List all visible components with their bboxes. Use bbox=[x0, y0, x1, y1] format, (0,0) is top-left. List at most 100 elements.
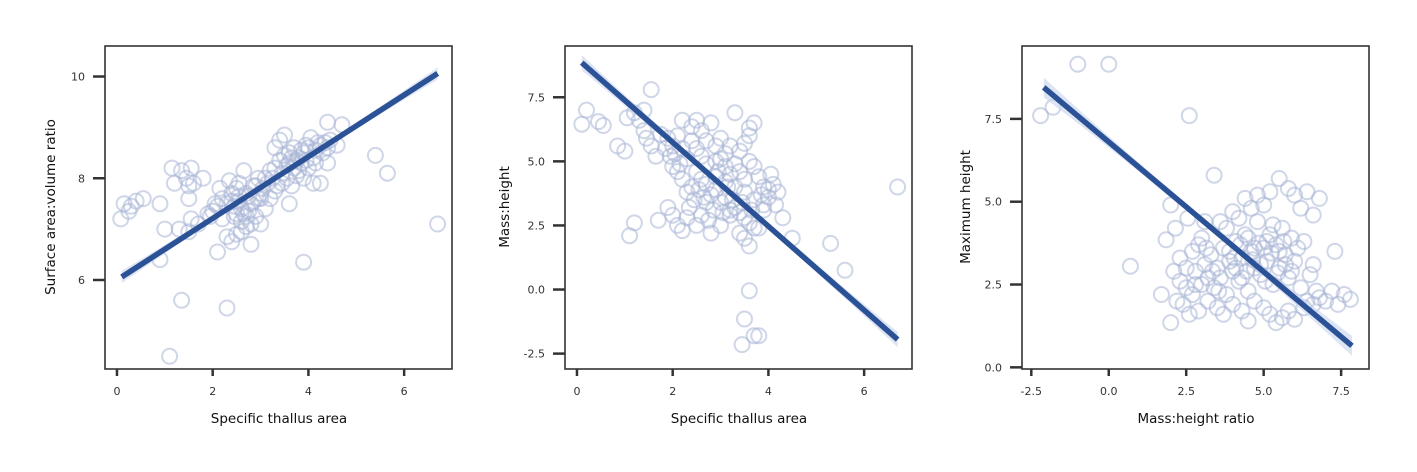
data-point bbox=[1100, 55, 1118, 73]
data-point bbox=[1180, 107, 1198, 125]
data-point bbox=[161, 347, 179, 365]
data-point bbox=[621, 227, 639, 245]
data-point bbox=[256, 200, 274, 218]
data-point bbox=[1166, 219, 1184, 237]
data-point bbox=[642, 81, 660, 99]
data-point bbox=[1196, 213, 1214, 231]
data-point bbox=[740, 152, 758, 170]
data-point bbox=[1264, 216, 1282, 234]
x-tick-label: 0.0 bbox=[1100, 385, 1118, 398]
x-tick-label: 7.5 bbox=[1332, 385, 1350, 398]
data-point bbox=[1210, 282, 1228, 300]
x-tick-label: 6 bbox=[401, 385, 408, 398]
data-point bbox=[1157, 231, 1175, 249]
data-point bbox=[280, 195, 298, 213]
data-point bbox=[702, 114, 720, 132]
data-point bbox=[211, 179, 229, 197]
x-axis-label: Specific thallus area bbox=[211, 411, 347, 427]
data-point bbox=[1187, 276, 1204, 293]
data-point bbox=[664, 158, 682, 175]
data-point bbox=[180, 190, 198, 208]
data-point bbox=[1204, 262, 1221, 280]
data-point bbox=[1193, 229, 1211, 247]
x-tick-label: 0 bbox=[573, 385, 580, 398]
data-point bbox=[1180, 305, 1198, 323]
y-tick-label: 0.0 bbox=[985, 361, 1003, 374]
data-point bbox=[1236, 189, 1254, 207]
scatter-panel-3: Mass:height ratio Maximum height -2.5 0.0… bbox=[958, 45, 1370, 427]
x-tick-label: 2 bbox=[669, 385, 676, 398]
scatter-panel-1: Specific thallus area Surface area:volum… bbox=[43, 45, 453, 427]
data-point bbox=[1205, 166, 1223, 184]
y-axis-label: Mass:height bbox=[497, 166, 513, 248]
data-point bbox=[218, 299, 236, 317]
data-point bbox=[237, 207, 255, 225]
data-point bbox=[745, 158, 763, 175]
data-point bbox=[774, 209, 792, 227]
data-point bbox=[311, 174, 329, 192]
points-group bbox=[112, 113, 447, 365]
data-point bbox=[762, 165, 780, 183]
regression-line bbox=[120, 71, 440, 280]
data-point bbox=[1298, 183, 1316, 201]
data-point bbox=[276, 126, 293, 144]
y-tick-label: 10 bbox=[71, 71, 85, 84]
data-point bbox=[209, 243, 226, 261]
data-point bbox=[669, 216, 686, 234]
y-tick-label: 7.5 bbox=[985, 113, 1003, 126]
data-point bbox=[573, 115, 591, 133]
data-point bbox=[1032, 107, 1050, 125]
data-point bbox=[743, 201, 761, 219]
data-point bbox=[700, 211, 718, 229]
x-tick-label: 4 bbox=[305, 385, 312, 398]
y-tick-label: 8 bbox=[78, 172, 85, 185]
x-tick-label: 5.0 bbox=[1255, 385, 1273, 398]
data-point bbox=[836, 261, 854, 279]
data-point bbox=[578, 101, 595, 119]
data-point bbox=[1304, 256, 1322, 274]
data-point bbox=[740, 214, 758, 232]
data-point bbox=[590, 113, 607, 131]
data-point bbox=[1326, 242, 1344, 260]
data-point bbox=[695, 188, 713, 206]
y-axis-label: Maximum height bbox=[958, 150, 974, 264]
data-point bbox=[319, 113, 337, 131]
data-point bbox=[1273, 219, 1291, 237]
data-point bbox=[659, 129, 677, 147]
data-point bbox=[304, 174, 322, 192]
data-point bbox=[750, 327, 768, 345]
data-point bbox=[230, 192, 248, 210]
plot-frame bbox=[1021, 45, 1370, 370]
data-point bbox=[716, 145, 734, 163]
data-point bbox=[252, 215, 270, 233]
data-point bbox=[223, 233, 241, 251]
data-point bbox=[429, 215, 447, 233]
y-tick-label: 7.5 bbox=[528, 91, 546, 104]
x-tick-label: 2 bbox=[209, 385, 216, 398]
data-point bbox=[671, 155, 689, 173]
data-point bbox=[731, 204, 749, 222]
data-point bbox=[740, 119, 758, 137]
data-point bbox=[745, 327, 763, 345]
data-point bbox=[1341, 290, 1359, 308]
plot-frame bbox=[104, 45, 453, 370]
data-point bbox=[271, 131, 289, 149]
regression-line bbox=[1041, 85, 1354, 348]
data-point bbox=[1162, 314, 1180, 332]
data-point bbox=[1301, 266, 1319, 284]
data-point bbox=[1197, 239, 1215, 257]
data-point bbox=[750, 168, 768, 186]
data-point bbox=[173, 291, 191, 309]
data-point bbox=[767, 196, 785, 214]
data-point bbox=[594, 117, 612, 134]
plot-frame bbox=[564, 45, 913, 370]
data-point bbox=[218, 228, 236, 246]
data-point bbox=[769, 183, 787, 201]
data-point bbox=[122, 197, 140, 215]
x-axis-label: Mass:height ratio bbox=[1138, 411, 1255, 427]
data-point bbox=[740, 237, 758, 255]
data-point bbox=[649, 211, 667, 229]
data-point bbox=[378, 164, 396, 182]
data-point bbox=[692, 122, 710, 140]
data-point bbox=[127, 192, 145, 210]
